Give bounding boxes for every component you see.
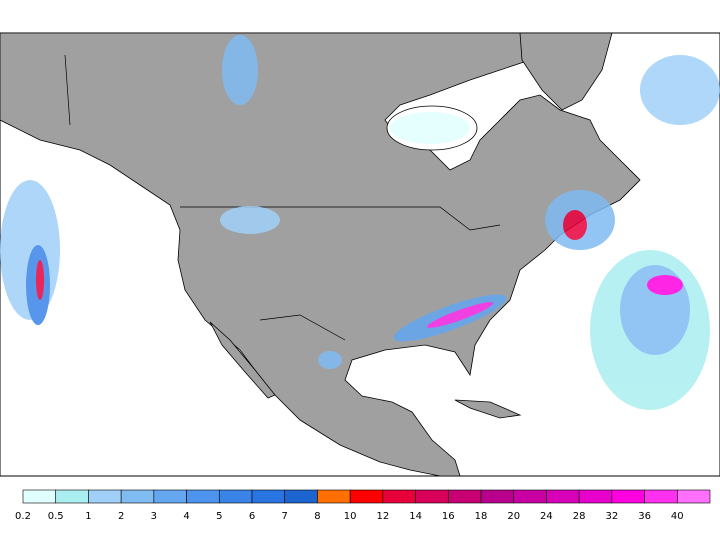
legend-swatch — [415, 489, 449, 504]
precip-area — [647, 275, 683, 295]
legend-swatch — [676, 489, 711, 504]
precip-area — [563, 210, 587, 240]
legend-swatch — [22, 489, 57, 504]
legend-label: 7 — [282, 511, 288, 522]
legend-label: 36 — [638, 511, 651, 522]
legend-swatch — [88, 489, 122, 504]
legend-label: 10 — [344, 511, 357, 522]
legend-swatch — [578, 489, 613, 504]
legend-label: 32 — [605, 511, 618, 522]
legend-label: 28 — [573, 511, 586, 522]
legend-label: 1 — [85, 511, 91, 522]
precip-area — [220, 206, 280, 234]
legend-label: 16 — [442, 511, 455, 522]
cuba — [454, 399, 522, 419]
legend-label: 8 — [314, 511, 320, 522]
legend-label: 5 — [216, 511, 222, 522]
precip-area — [427, 302, 493, 328]
legend-label: 4 — [183, 511, 189, 522]
precip-area — [222, 35, 258, 105]
legend-label: 24 — [540, 511, 553, 522]
legend-swatch — [120, 489, 155, 504]
precipitation — [0, 35, 720, 410]
legend-swatch — [284, 489, 318, 504]
legend-label: 40 — [671, 511, 684, 522]
legend-label: 12 — [376, 511, 389, 522]
border — [180, 206, 501, 231]
legend-swatch — [153, 489, 187, 504]
border — [64, 54, 71, 126]
legend-swatch — [447, 489, 482, 504]
map — [0, 32, 720, 477]
land — [0, 32, 641, 477]
legend-swatch — [513, 489, 547, 504]
legend-swatch — [317, 489, 351, 504]
precip-area — [318, 351, 342, 369]
legend-label: 14 — [409, 511, 422, 522]
precip-area — [390, 112, 470, 144]
precip-area — [640, 55, 720, 125]
legend-swatch — [251, 489, 286, 504]
legend-swatch — [55, 489, 89, 504]
color-legend: 0.2 0.5 1 2 3 4 5 6 7 8 10 12 14 16 18 20 24 28 32 36 40 — [15, 489, 711, 522]
legend-label: 0.2 — [15, 511, 31, 522]
legend-label: 20 — [507, 511, 520, 522]
baja — [209, 321, 276, 399]
legend-swatch — [644, 489, 678, 504]
legend-label: 2 — [118, 511, 124, 522]
greenland — [519, 32, 613, 111]
legend-swatch — [382, 489, 416, 504]
legend-swatch — [186, 489, 220, 504]
legend-label: 0.5 — [48, 511, 64, 522]
legend-label: 3 — [151, 511, 157, 522]
precip-area — [36, 260, 44, 300]
legend-swatch — [546, 489, 580, 504]
border — [259, 314, 346, 341]
legend-swatch — [349, 489, 384, 504]
legend-swatch — [611, 489, 645, 504]
legend-label: 18 — [475, 511, 488, 522]
legend-swatch — [480, 489, 515, 504]
legend-label: 6 — [249, 511, 255, 522]
legend-swatch — [218, 489, 253, 504]
